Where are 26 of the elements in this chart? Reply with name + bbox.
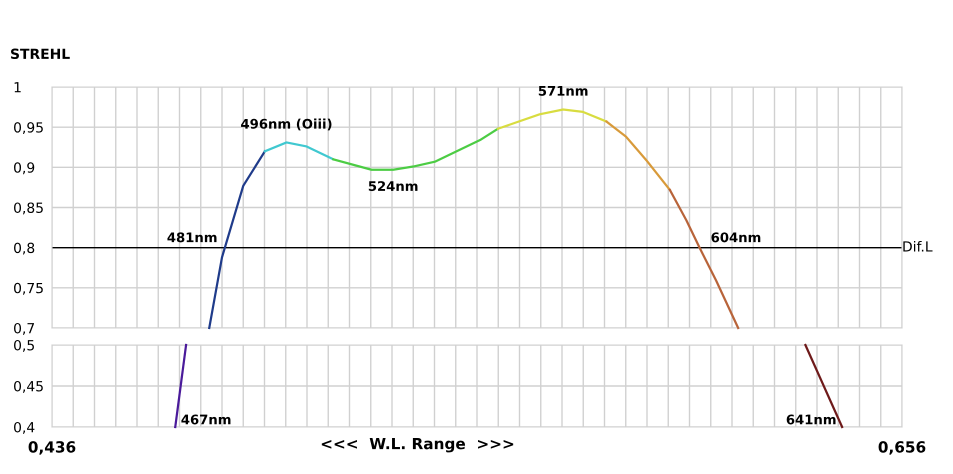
annotation: 524nm: [368, 181, 418, 192]
annotation: 481nm: [167, 232, 216, 242]
y-tick-label: 0,9: [14, 162, 34, 174]
line-series: [496, 108, 608, 130]
line-series: [264, 141, 334, 160]
annotation: 641nm: [786, 414, 836, 424]
y-tick-label: 0,85: [14, 202, 43, 214]
y-tick-label: 0,95: [14, 122, 43, 134]
y-axis-title: STREHL: [10, 48, 70, 60]
y-tick-label: 0,8: [14, 242, 34, 255]
y-tick-label: 0,45: [14, 380, 43, 393]
y-tick-label: 1: [14, 82, 21, 92]
x-tick-label: 0,656: [878, 441, 926, 455]
y-tick-label: 0,4: [14, 422, 34, 434]
y-tick-label: 0,75: [14, 282, 43, 295]
x-tick-label: 0,436: [28, 441, 76, 455]
x-axis-title: <<< W.L. Range >>>: [322, 438, 514, 452]
annotation: 467nm: [181, 414, 230, 424]
annotation: 571nm: [538, 86, 588, 96]
y-tick-label: 0,5: [14, 340, 34, 352]
line-series: [332, 128, 499, 171]
y-tick-label: 0,7: [14, 322, 34, 335]
ref-line-label: Dif.L: [903, 240, 933, 252]
annotation: 604nm: [711, 232, 760, 242]
annotation: 496nm (Oiii): [241, 118, 332, 130]
line-series: [605, 120, 671, 191]
